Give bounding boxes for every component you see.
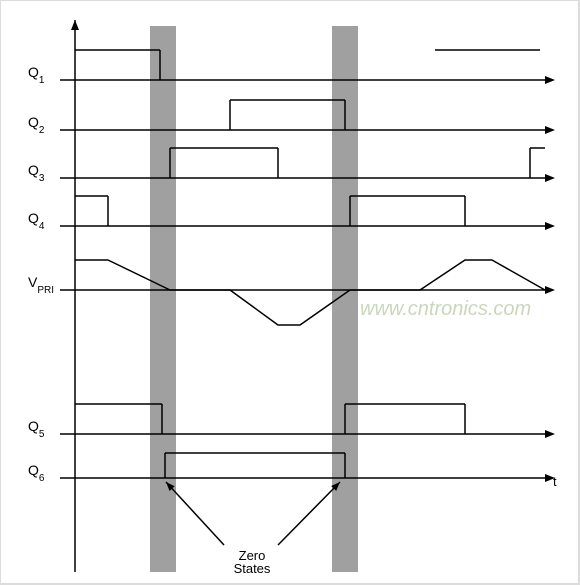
- canvas-bg: [0, 0, 580, 585]
- watermark: www.cntronics.com: [360, 298, 531, 320]
- zero-states-label: States: [234, 561, 271, 576]
- zero-state-band: [150, 26, 176, 572]
- t-axis-label: t: [553, 474, 557, 489]
